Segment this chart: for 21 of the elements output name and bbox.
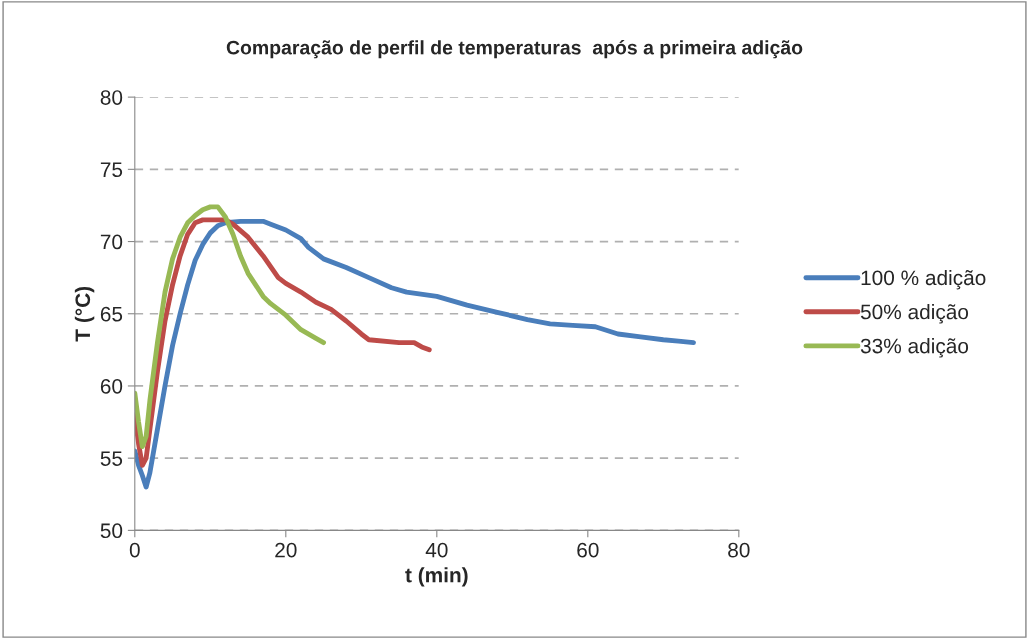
chart-title: Comparação de perfil de temperaturas após a primeira adição	[226, 40, 803, 59]
legend-label: 50% adição	[860, 303, 969, 324]
y-tick-label: 80	[100, 90, 123, 105]
x-tick-label: 0	[129, 542, 140, 558]
y-tick-label: 70	[100, 234, 123, 250]
y-axis-title: T (°C)	[74, 286, 95, 342]
line-series	[134, 204, 326, 450]
y-tick-label: 50	[100, 523, 123, 539]
y-tick-label: 55	[100, 451, 123, 466]
y-tick-label: 60	[100, 378, 123, 394]
y-tick-label: 75	[100, 162, 123, 178]
legend-label: 33% adição	[860, 338, 969, 358]
x-tick-label: 20	[275, 542, 297, 558]
line-series	[134, 217, 432, 468]
x-tick-label: 40	[425, 542, 448, 558]
x-tick-label: 80	[728, 542, 750, 558]
x-tick-label: 60	[577, 542, 599, 558]
x-axis-title: t (min)	[405, 567, 468, 587]
line-series	[134, 218, 696, 490]
y-tick-label: 65	[100, 306, 123, 322]
legend-label: 100 % adição	[861, 269, 986, 290]
